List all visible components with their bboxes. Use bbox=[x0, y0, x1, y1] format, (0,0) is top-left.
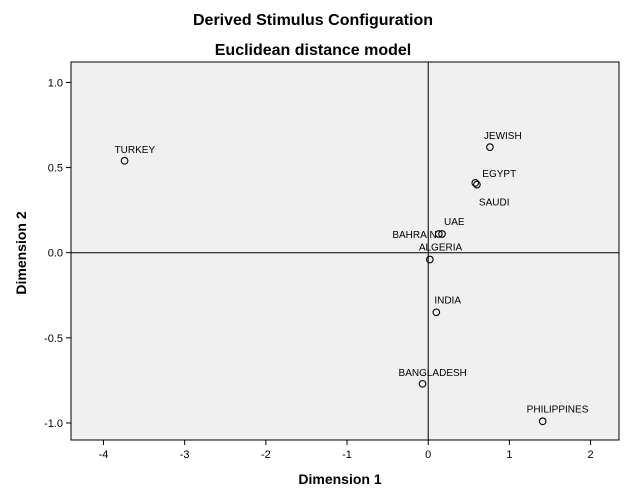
point-marker bbox=[432, 308, 441, 317]
x-axis-title: Dimension 1 bbox=[298, 471, 381, 487]
plot-area bbox=[70, 61, 620, 441]
point-label: SAUDI bbox=[479, 198, 510, 209]
chart-title: Derived Stimulus Configuration bbox=[192, 12, 433, 29]
point-marker bbox=[438, 230, 446, 238]
point-label: EGYPT bbox=[482, 169, 516, 180]
data-points: TURKEY JEWISH EGYPT SAUDI UAE BAHRAIN ALGERIA I… bbox=[115, 131, 589, 426]
y-tick-label: 0.5 bbox=[48, 163, 63, 175]
reference-lines bbox=[71, 62, 619, 440]
point-label: ALGERIA bbox=[419, 243, 463, 254]
y-tick-label: -1.0 bbox=[44, 418, 63, 430]
point-label: BANGLADESH bbox=[399, 368, 467, 379]
point-label: JEWISH bbox=[484, 131, 522, 142]
point-marker bbox=[538, 417, 547, 426]
point-label: BAHRAIN bbox=[392, 230, 436, 241]
point-label: UAE bbox=[444, 217, 465, 228]
point-marker bbox=[418, 379, 427, 388]
point-marker bbox=[473, 180, 481, 189]
x-axis: -4 -3 -2 -1 0 1 2 bbox=[99, 440, 594, 461]
point-marker bbox=[486, 143, 494, 151]
point-label: INDIA bbox=[434, 295, 461, 306]
point-marker bbox=[471, 179, 480, 187]
y-tick-label: -0.5 bbox=[44, 333, 63, 345]
point-marker bbox=[120, 156, 129, 165]
point-marker bbox=[434, 230, 443, 238]
x-tick-label: 0 bbox=[425, 449, 431, 461]
y-tick-label: 0.0 bbox=[48, 248, 63, 260]
point-label: PHILIPPINES bbox=[527, 404, 589, 415]
y-axis-title: Dimension 2 bbox=[13, 211, 29, 294]
chart-subtitle: Euclidean distance model bbox=[214, 42, 412, 59]
x-tick-label: 2 bbox=[588, 449, 594, 461]
x-tick-label: -4 bbox=[99, 449, 109, 461]
point-marker bbox=[425, 255, 434, 264]
point-label: TURKEY bbox=[115, 145, 156, 156]
y-axis: 1.0 0.5 0.0 -0.5 -1.0 bbox=[44, 77, 71, 430]
y-tick-label: 1.0 bbox=[48, 77, 63, 89]
x-tick-label: -2 bbox=[261, 449, 271, 461]
x-tick-label: -3 bbox=[180, 449, 190, 461]
x-tick-label: -1 bbox=[342, 449, 352, 461]
x-tick-label: 1 bbox=[506, 449, 512, 461]
